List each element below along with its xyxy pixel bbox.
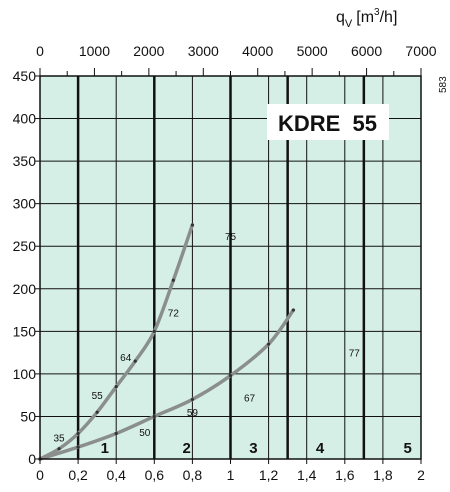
y-tick-label: 150 <box>13 323 37 339</box>
y-tick-label: 0 <box>28 451 36 467</box>
zone-label: 1 <box>101 440 109 457</box>
top-tick-label: 7000 <box>405 43 436 59</box>
x-tick-label: 0,2 <box>68 467 88 483</box>
y-tick-label: 100 <box>13 366 37 382</box>
top-tick-label: 5000 <box>297 43 328 59</box>
zone-label: 3 <box>249 440 257 457</box>
y-tick-label: 400 <box>13 111 37 127</box>
annotation-label: 50 <box>139 428 151 439</box>
annotation-label: 55 <box>92 391 104 402</box>
zone-label: 2 <box>183 440 191 457</box>
top-tick-label: 2000 <box>133 43 164 59</box>
series-2-point <box>114 431 118 436</box>
annotation-label: 75 <box>225 232 237 243</box>
y-tick-label: 300 <box>13 196 37 212</box>
series-2-line <box>38 308 296 461</box>
annotation-label: 35 <box>53 434 65 445</box>
annotations: 35 55 64 72 75 50 59 67 77 <box>53 232 360 445</box>
x-tick-label: 0,4 <box>106 467 126 483</box>
series-1-point <box>171 278 175 282</box>
series-1-point <box>95 410 99 414</box>
series-1-point <box>57 447 61 451</box>
x-tick-label: 1,8 <box>373 467 393 483</box>
y-tick-label: 350 <box>13 153 37 169</box>
series-1-point <box>152 329 156 333</box>
x-tick-label: 0,6 <box>145 467 165 483</box>
series-1-point <box>76 431 80 436</box>
top-axis-label: qV [m3/h] <box>336 7 397 30</box>
series-2-point <box>291 308 295 312</box>
y-axis-ticks: 0 50 100 150 200 250 300 350 400 450 <box>13 68 40 467</box>
series-1-point <box>190 223 194 227</box>
title-box <box>267 104 389 140</box>
y-tick-label: 450 <box>13 68 37 84</box>
x-tick-label: 1,6 <box>335 467 355 483</box>
series-1-point <box>114 385 118 389</box>
series-2-point <box>267 342 271 346</box>
series-2-point <box>190 397 194 402</box>
top-tick-label: 6000 <box>351 43 382 59</box>
annotation-label: 72 <box>168 309 180 320</box>
zone-label: 5 <box>403 440 411 457</box>
chart-title: KDRE 55 <box>278 111 377 136</box>
x-tick-label: 1,2 <box>259 467 279 483</box>
top-tick-label: 3000 <box>188 43 219 59</box>
x-axis-ticks: 0 0,2 0,4 0,6 0,8 1 1,2 1,4 1,6 1,8 2 <box>36 459 425 483</box>
annotation-label: 77 <box>349 349 361 360</box>
y-tick-label: 250 <box>13 238 37 254</box>
series-2-point <box>228 373 233 378</box>
side-code: 583 <box>438 76 449 93</box>
top-axis-ticks: 0 1000 2000 3000 4000 5000 6000 7000 <box>36 43 437 76</box>
top-tick-label: 4000 <box>242 43 273 59</box>
series-1-point <box>133 359 137 363</box>
x-tick-label: 1 <box>227 467 235 483</box>
x-tick-label: 2 <box>417 467 425 483</box>
x-tick-label: 0,8 <box>183 467 203 483</box>
x-tick-label: 0 <box>36 467 44 483</box>
series-2-point <box>152 414 156 419</box>
top-tick-label: 0 <box>36 43 44 59</box>
y-tick-label: 200 <box>13 281 37 297</box>
annotation-label: 59 <box>187 408 199 419</box>
series-2-point <box>76 445 80 449</box>
zone-label: 4 <box>316 440 325 457</box>
x-tick-label: 1,4 <box>297 467 317 483</box>
curve-points <box>38 223 295 461</box>
y-tick-label: 50 <box>20 408 36 424</box>
annotation-label: 64 <box>120 353 132 364</box>
annotation-label: 67 <box>244 394 256 405</box>
zone-labels: 1 2 3 4 5 <box>101 440 412 457</box>
top-tick-label: 1000 <box>79 43 110 59</box>
